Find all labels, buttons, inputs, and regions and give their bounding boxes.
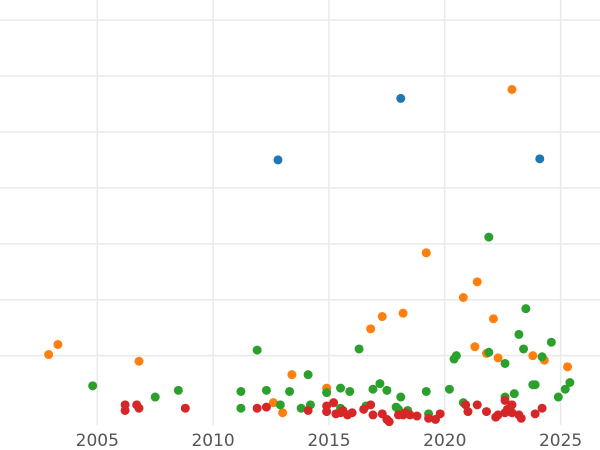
data-point-series-4	[493, 410, 503, 420]
data-point-series-4	[303, 405, 313, 415]
data-point-series-4	[530, 409, 540, 419]
data-point-series-1	[273, 155, 283, 165]
data-point-series-4	[435, 409, 445, 419]
data-point-series-4	[472, 400, 482, 410]
data-point-series-3	[345, 386, 355, 396]
x-tick-label: 2010	[191, 431, 234, 450]
data-point-series-3	[296, 403, 306, 413]
data-point-series-1	[396, 93, 406, 103]
data-point-series-3	[275, 400, 285, 410]
data-point-series-3	[500, 358, 510, 368]
data-point-series-4	[481, 407, 491, 417]
data-point-series-3	[537, 352, 547, 362]
x-axis-ticks: 2005 2010 2015 2020 2025	[76, 431, 583, 450]
data-point-series-2	[278, 408, 288, 418]
data-points	[44, 84, 575, 427]
data-point-series-3	[368, 384, 378, 394]
data-point-series-2	[268, 398, 278, 408]
data-point-series-3	[484, 232, 494, 242]
data-point-series-4	[500, 395, 510, 405]
data-point-series-4	[252, 403, 262, 413]
data-point-series-4	[384, 417, 394, 427]
data-point-series-3	[421, 386, 431, 396]
data-point-series-2	[563, 362, 573, 372]
data-point-series-4	[463, 407, 473, 417]
data-point-series-1	[535, 154, 545, 164]
data-point-series-3	[336, 383, 346, 393]
data-point-series-3	[236, 386, 246, 396]
x-tick-label: 2025	[539, 431, 582, 450]
data-point-series-2	[377, 312, 387, 322]
data-point-series-3	[382, 385, 392, 395]
data-point-series-3	[444, 384, 454, 394]
data-point-series-3	[514, 329, 524, 339]
x-tick-label: 2015	[307, 431, 350, 450]
grid	[0, 0, 600, 425]
data-point-series-3	[396, 392, 406, 402]
data-point-series-3	[236, 403, 246, 413]
data-point-series-2	[134, 356, 144, 366]
data-point-series-2	[287, 370, 297, 380]
data-point-series-3	[261, 385, 271, 395]
data-point-series-4	[347, 408, 357, 418]
data-point-series-4	[412, 411, 422, 421]
data-point-series-4	[424, 413, 434, 423]
data-point-series-4	[134, 403, 144, 413]
data-point-series-3	[354, 344, 364, 354]
x-tick-label: 2005	[76, 431, 119, 450]
data-point-series-2	[488, 314, 498, 324]
data-point-series-4	[336, 408, 346, 418]
data-point-series-3	[484, 347, 494, 357]
data-point-series-3	[530, 380, 540, 390]
data-point-series-3	[451, 351, 461, 361]
data-point-series-3	[252, 345, 262, 355]
data-point-series-3	[519, 344, 529, 354]
data-point-series-2	[44, 350, 54, 360]
data-point-series-2	[398, 308, 408, 318]
data-point-series-3	[546, 337, 556, 347]
data-point-series-3	[565, 378, 575, 387]
data-point-series-2	[493, 353, 503, 363]
data-point-series-4	[180, 403, 190, 413]
data-point-series-2	[458, 293, 468, 302]
data-point-series-2	[366, 324, 376, 334]
data-point-series-3	[553, 392, 563, 402]
data-point-series-3	[560, 384, 570, 394]
data-point-series-4	[322, 407, 332, 417]
data-point-series-4	[120, 405, 130, 415]
data-point-series-4	[505, 403, 515, 413]
data-point-series-4	[329, 398, 339, 408]
data-point-series-2	[421, 248, 431, 258]
data-point-series-2	[528, 351, 538, 361]
data-point-series-4	[516, 413, 526, 423]
data-point-series-2	[472, 277, 482, 287]
data-point-series-4	[368, 410, 378, 420]
data-point-series-4	[400, 408, 410, 418]
data-point-series-3	[509, 389, 519, 399]
x-tick-label: 2020	[423, 431, 466, 450]
data-point-series-3	[88, 381, 98, 391]
data-point-series-2	[53, 339, 63, 349]
data-point-series-4	[359, 404, 369, 414]
data-point-series-3	[303, 370, 313, 380]
data-point-series-2	[470, 342, 480, 352]
data-point-series-4	[366, 400, 376, 410]
data-point-series-3	[375, 379, 385, 389]
data-point-series-3	[285, 386, 295, 396]
data-point-series-4	[261, 402, 271, 412]
data-point-series-3	[322, 388, 332, 398]
data-point-series-3	[521, 304, 531, 314]
data-point-series-4	[537, 403, 547, 413]
data-point-series-2	[507, 84, 517, 94]
data-point-series-3	[150, 392, 160, 402]
data-point-series-3	[173, 385, 183, 395]
